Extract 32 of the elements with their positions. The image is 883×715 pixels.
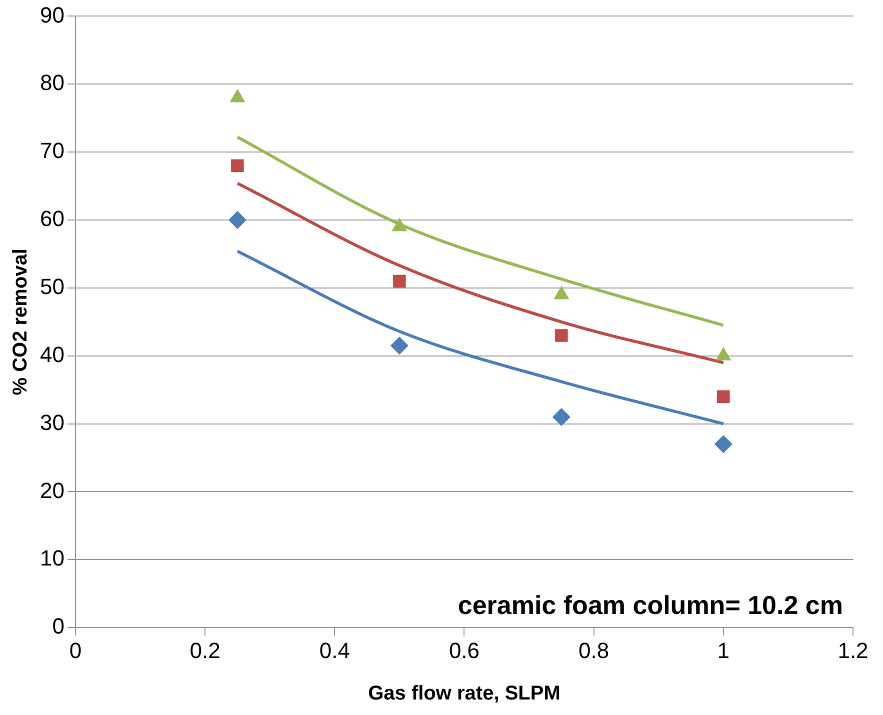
point xyxy=(714,435,732,454)
x-axis-title: Gas flow rate, SLPM xyxy=(368,682,560,705)
point xyxy=(390,336,408,355)
x-tick-label: 0.8 xyxy=(578,638,610,663)
y-tick-label: 60 xyxy=(40,206,64,232)
point xyxy=(717,390,730,403)
x-tick-label: 0.2 xyxy=(190,638,220,663)
annotation: ceramic foam column= 10.2 cm xyxy=(458,590,843,620)
y-axis-title: % CO2 removal xyxy=(10,248,32,396)
x-tick-label: 1 xyxy=(717,638,730,663)
x-tick-label: 0 xyxy=(69,638,82,663)
line-series xyxy=(236,250,725,426)
point xyxy=(393,274,406,288)
point xyxy=(228,211,246,229)
x-tick-label: 1.2 xyxy=(838,638,868,663)
x-tick-label: 0.4 xyxy=(319,638,350,663)
y-tick-label: 40 xyxy=(40,342,64,367)
point xyxy=(552,408,570,426)
y-tick-label: 50 xyxy=(40,274,64,299)
y-tick-label: 30 xyxy=(40,410,64,435)
point xyxy=(555,329,568,342)
y-tick-label: 0 xyxy=(52,614,64,639)
y-tick-label: 90 xyxy=(40,2,64,28)
point xyxy=(230,88,246,102)
y-tick-label: 20 xyxy=(40,478,64,503)
x-tick-label: 0.6 xyxy=(448,638,480,663)
line-series xyxy=(236,136,725,327)
point xyxy=(231,159,244,172)
y-tick-label: 10 xyxy=(40,546,64,571)
y-tick-label: 70 xyxy=(40,138,64,164)
y-tick-label: 80 xyxy=(40,70,64,96)
line-series xyxy=(236,182,725,364)
